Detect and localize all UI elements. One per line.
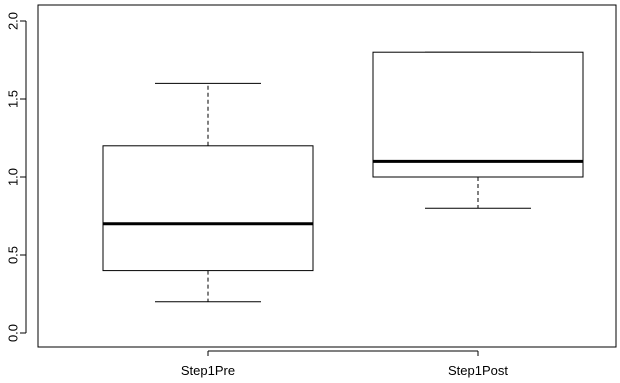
x-tick-label-step1post: Step1Post [448,363,508,378]
iqr-box [372,51,584,178]
box-step1pre [102,82,314,303]
y-tick-label: 0.0 [5,324,20,342]
y-tick-label: 1.0 [5,168,20,186]
x-tick-label-step1pre: Step1Pre [181,363,235,378]
plot-frame [37,4,617,348]
y-tick-label: 1.5 [5,90,20,108]
box-step1post [372,51,584,209]
iqr-box [102,145,314,272]
y-tick-label: 0.5 [5,246,20,264]
y-tick-label: 2.0 [5,12,20,30]
